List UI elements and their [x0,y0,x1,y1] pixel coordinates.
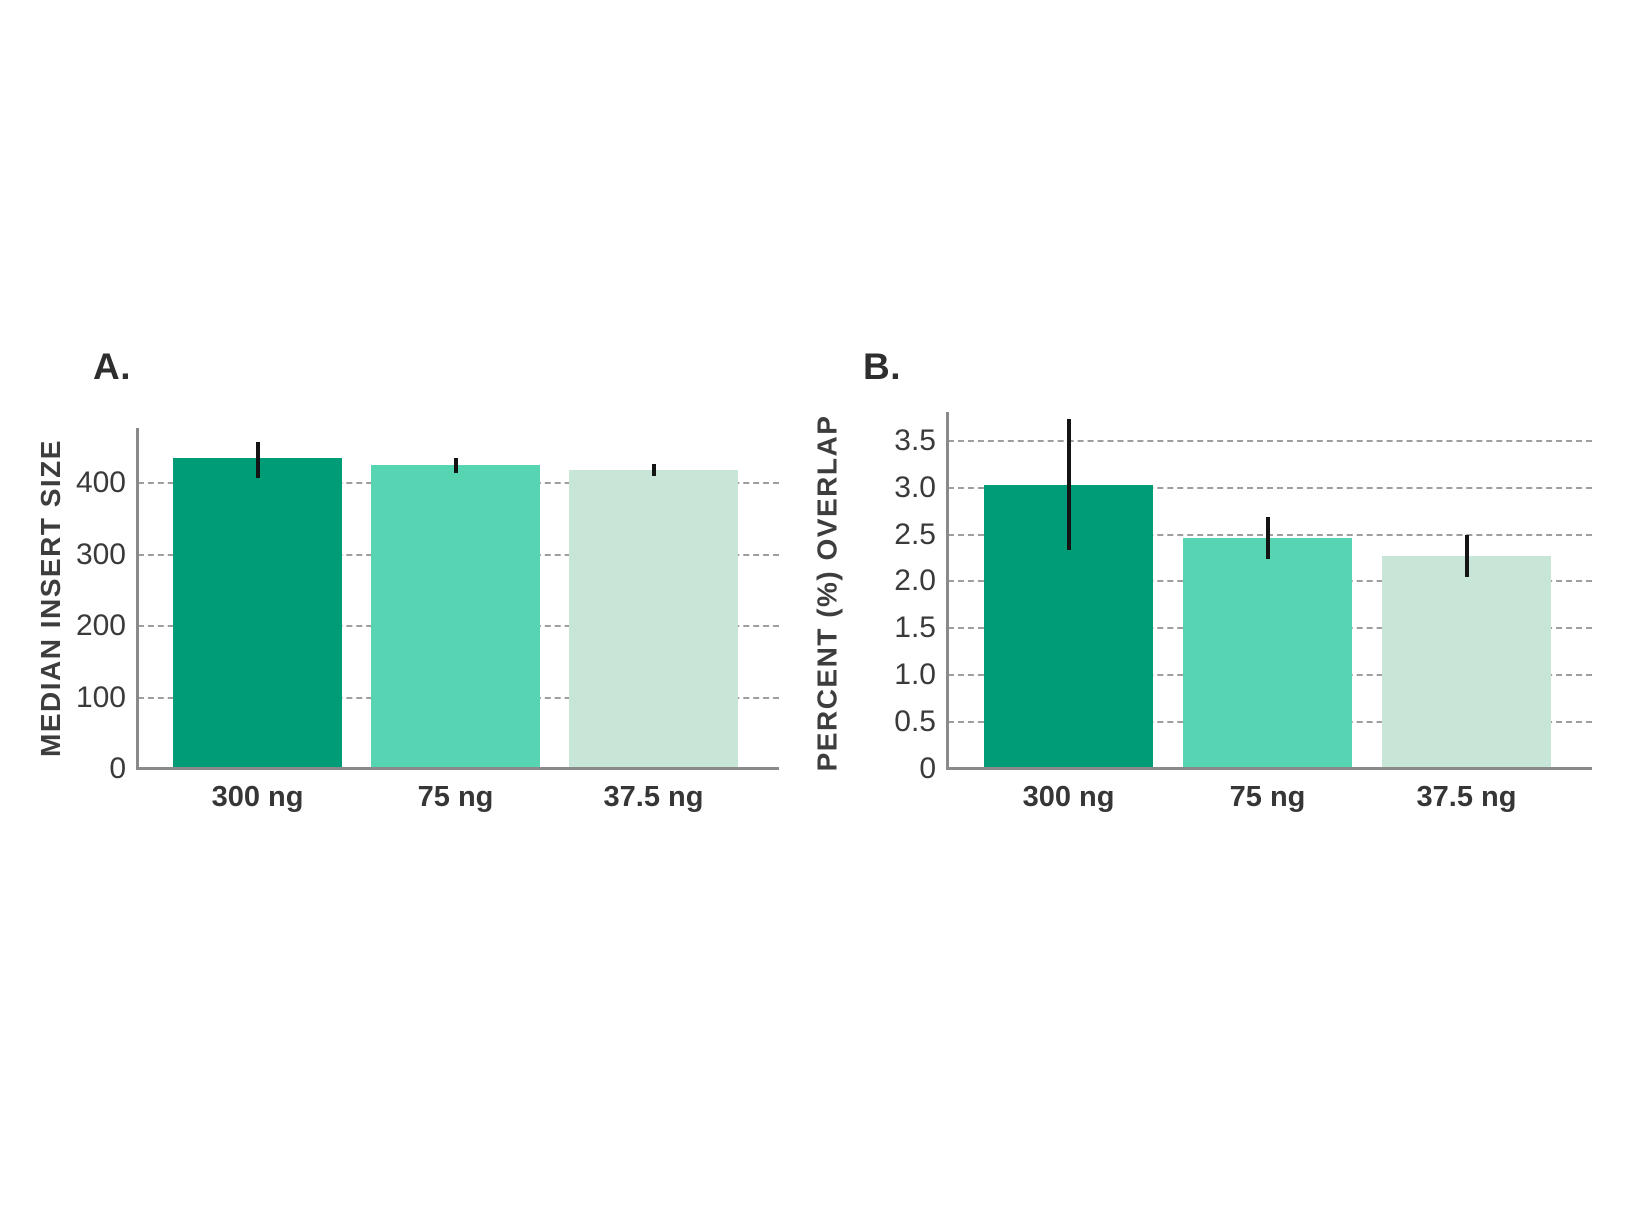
y-tick-label: 100 [75,680,126,714]
x-category-label: 75 ng [417,781,494,813]
x-axis-spine [136,767,779,770]
x-category-label: 300 ng [211,781,304,813]
x-axis-spine [946,767,1592,770]
bar [173,457,342,768]
error-bar [1066,419,1071,550]
y-tick-label: 200 [75,609,126,642]
y-tick-label: 300 [75,537,126,571]
error-bar [1265,516,1270,559]
x-category-label: 75 ng [1229,781,1306,813]
y-tick-label: 2.5 [894,517,936,551]
y-tick-label: 0 [109,752,126,785]
gridline [948,533,1592,536]
bar [1183,538,1352,768]
bar [569,470,738,768]
panel-label-b: B. [863,346,901,387]
x-category-label: 37.5 ng [1416,781,1517,813]
y-axis-spine [136,428,139,769]
y-axis-spine [946,412,949,769]
error-bar [255,442,260,478]
bar [1382,556,1551,768]
y-tick-label: 3.5 [894,423,936,457]
y-tick-label: 400 [75,466,126,499]
y-tick-label: 3.0 [894,470,936,504]
y-tick-label: 1.0 [894,658,936,692]
gridline [948,486,1592,489]
x-category-label: 37.5 ng [603,781,704,813]
x-category-label: 300 ng [1022,781,1115,813]
error-bar [1464,534,1469,577]
error-bar [651,463,656,476]
panel-label-a: A. [93,346,131,387]
y-tick-label: 1.5 [894,611,936,645]
error-bar [453,457,458,473]
y-tick-label: 0.5 [894,705,936,739]
bar [371,465,540,768]
y-tick-label: 2.0 [894,564,936,598]
y-tick-label: 0 [919,752,936,785]
gridline [948,439,1592,442]
